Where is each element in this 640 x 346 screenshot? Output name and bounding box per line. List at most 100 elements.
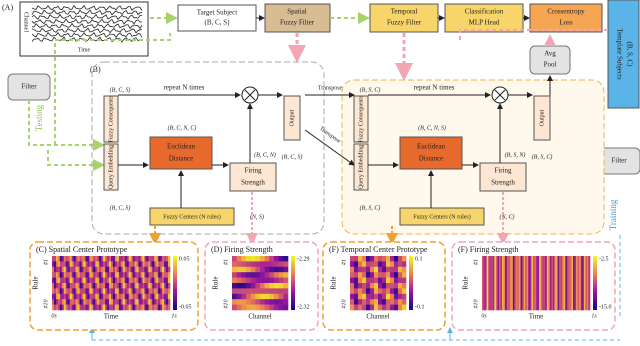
heatmap-cell xyxy=(52,283,55,289)
heatmap-cell xyxy=(565,304,568,311)
heatmap-cell xyxy=(509,288,512,295)
heatmap-cell xyxy=(529,299,532,305)
heatmap-cell xyxy=(520,256,523,262)
heatmap-cell xyxy=(542,288,545,295)
block-box xyxy=(399,207,485,226)
heatmap-cell xyxy=(522,261,524,268)
heatmap-cell xyxy=(557,256,560,262)
heatmap-cell xyxy=(556,288,558,295)
heatmap-cell xyxy=(93,277,96,284)
heatmap-cell xyxy=(232,304,237,311)
heatmap-cell xyxy=(515,283,518,289)
heatmap-cell xyxy=(502,266,504,273)
heatmap-cell xyxy=(67,272,70,278)
heatmap-cell xyxy=(120,256,124,262)
heatmap-cell xyxy=(112,283,116,289)
heatmap-cell xyxy=(269,288,275,295)
heatmap-cell xyxy=(390,277,395,284)
heatmap-cell xyxy=(386,256,391,262)
heatmap-cell xyxy=(140,261,143,268)
heatmap-cell xyxy=(87,256,90,262)
heatmap-cell xyxy=(548,293,551,300)
heatmap-cell xyxy=(543,283,546,289)
heatmap-cell xyxy=(144,261,147,268)
heatmap-cell xyxy=(264,272,270,278)
heatmap-cell xyxy=(142,293,145,300)
heatmap-cell xyxy=(556,299,558,305)
heatmap-cell xyxy=(260,283,265,289)
heatmap-cell xyxy=(560,299,563,305)
heatmap-cell xyxy=(514,283,517,289)
heatmap-cell xyxy=(152,256,155,262)
heatmap-cell xyxy=(497,272,500,278)
heatmap-cell xyxy=(57,293,61,300)
heatmap-cell xyxy=(520,283,523,289)
heatmap-cell xyxy=(250,299,256,305)
node-text: (B, C, S) xyxy=(205,19,231,27)
heatmap-cell xyxy=(528,299,531,305)
heatmap-cell xyxy=(283,288,289,295)
heatmap-cell xyxy=(150,261,153,268)
heatmap-cell xyxy=(138,266,141,273)
heatmap-cell xyxy=(61,299,65,305)
arrow xyxy=(304,129,355,166)
heatmap-cell xyxy=(582,283,585,289)
heatmap-cell xyxy=(93,256,96,262)
heatmap-cell xyxy=(140,299,143,305)
heatmap-cell xyxy=(148,277,151,284)
heatmap-cell xyxy=(120,283,124,289)
heatmap-cell xyxy=(492,277,495,284)
heatmap-cell xyxy=(105,277,108,284)
heatmap-cell xyxy=(91,293,94,300)
heatmap-cell xyxy=(580,283,583,289)
heatmap-cell xyxy=(554,266,557,273)
heatmap-cell xyxy=(568,266,571,273)
heatmap-cell xyxy=(164,293,167,300)
heatmap-cell xyxy=(65,299,69,305)
heatmap-cell xyxy=(118,261,122,268)
heatmap-cell xyxy=(132,256,135,262)
heatmap-cell xyxy=(73,261,76,268)
heatmap-cell xyxy=(492,283,495,289)
heatmap-cell xyxy=(402,272,407,278)
heatmap-cell xyxy=(585,277,588,284)
heatmap-cell xyxy=(494,304,497,311)
heatmap-cell xyxy=(532,272,535,278)
heatmap-cell xyxy=(545,266,548,273)
heatmap-cell xyxy=(61,256,65,262)
heatmap-cell xyxy=(565,272,568,278)
heatmap-cell xyxy=(514,299,517,305)
heatmap-cell xyxy=(160,293,163,300)
heatmap-cell xyxy=(382,266,387,273)
heatmap-cell xyxy=(160,272,163,278)
heatmap-cell xyxy=(162,304,165,311)
heatmap-cell xyxy=(491,256,494,262)
node-box xyxy=(529,3,603,33)
heatmap-cell xyxy=(517,266,520,273)
heatmap-cell xyxy=(508,293,511,300)
heatmap-cell xyxy=(540,304,543,311)
heatmap-cell xyxy=(508,283,511,289)
heatmap-cell xyxy=(583,261,586,268)
heatmap-cell xyxy=(107,266,110,273)
heatmap-cell xyxy=(354,293,359,300)
heatmap-cell xyxy=(539,277,541,284)
heatmap-cell xyxy=(57,304,61,311)
heatmap-cell xyxy=(59,304,63,311)
heatmap-cell xyxy=(569,304,572,311)
heatmap-cell xyxy=(506,266,509,273)
x-tick: 0s xyxy=(51,313,57,319)
heatmap-cell xyxy=(402,277,407,284)
heatmap-cell xyxy=(350,266,355,273)
heatmap-cell xyxy=(386,293,391,300)
flow-label: Testing xyxy=(34,104,44,131)
heatmap-cell xyxy=(75,293,78,300)
heatmap-cell xyxy=(126,304,129,311)
heatmap-cell xyxy=(269,277,275,284)
heatmap-cell xyxy=(546,261,549,268)
heatmap-cell xyxy=(278,256,284,262)
heatmap-cell xyxy=(517,272,520,278)
heatmap-cell xyxy=(526,256,529,262)
heatmap-cell xyxy=(160,266,163,273)
heatmap-cell xyxy=(532,288,535,295)
